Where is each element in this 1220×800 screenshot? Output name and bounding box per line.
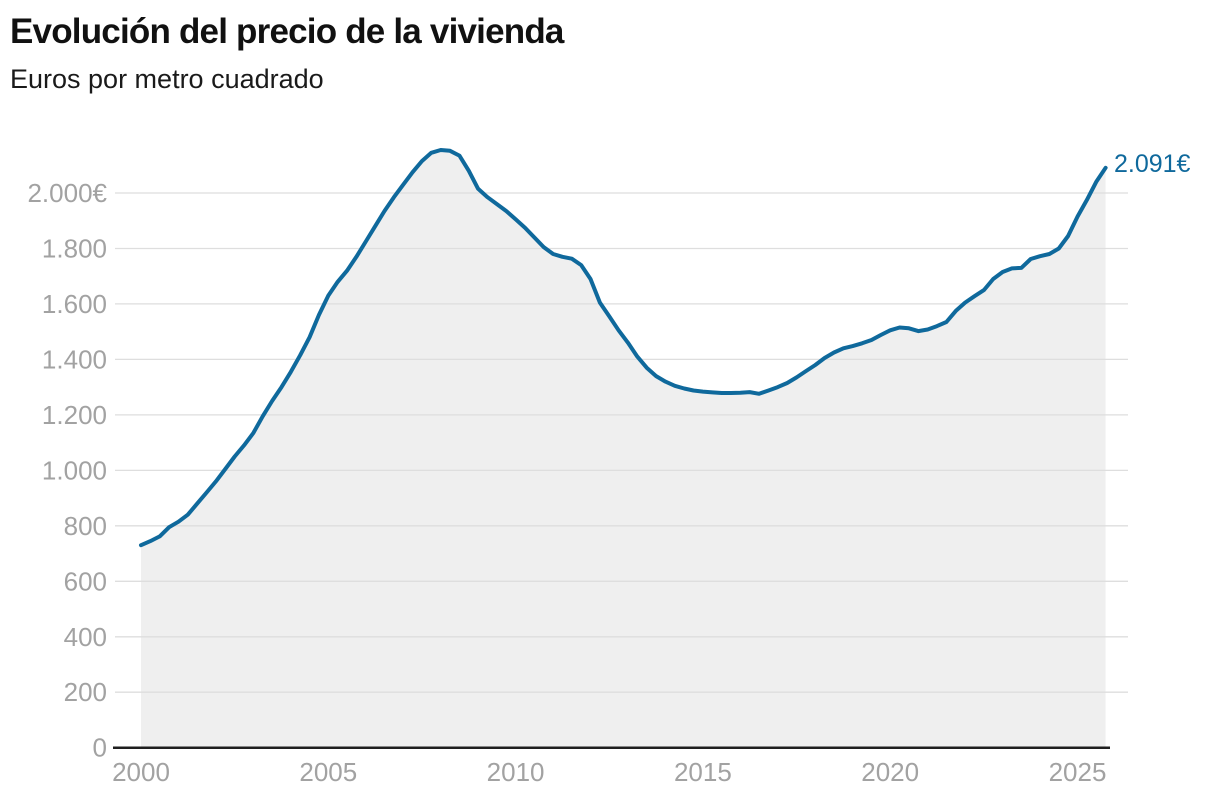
chart-title: Evolución del precio de la vivienda bbox=[10, 12, 564, 51]
y-tick-label: 1.600 bbox=[42, 289, 107, 319]
y-tick-label: 1.800 bbox=[42, 234, 107, 264]
y-tick-label: 400 bbox=[64, 622, 107, 652]
y-tick-label: 0 bbox=[93, 733, 107, 763]
chart-subtitle: Euros por metro cuadrado bbox=[10, 64, 324, 95]
y-tick-label: 1.400 bbox=[42, 344, 107, 374]
x-tick-label: 2010 bbox=[487, 757, 545, 787]
x-tick-label: 2000 bbox=[112, 757, 170, 787]
y-tick-label: 200 bbox=[64, 677, 107, 707]
y-tick-label: 2.000€ bbox=[27, 178, 107, 208]
chart-header: Evolución del precio de la vivienda Euro… bbox=[10, 12, 564, 95]
y-tick-label: 1.000 bbox=[42, 455, 107, 485]
x-tick-label: 2015 bbox=[674, 757, 732, 787]
y-tick-label: 1.200 bbox=[42, 400, 107, 430]
price-line bbox=[139, 148, 1108, 548]
latest-value-label: 2.091€ bbox=[1114, 150, 1191, 178]
y-tick-label: 600 bbox=[64, 566, 107, 596]
x-tick-label: 2020 bbox=[861, 757, 919, 787]
area-fill bbox=[141, 150, 1106, 748]
x-tick-label: 2025 bbox=[1049, 757, 1107, 787]
y-tick-label: 800 bbox=[64, 511, 107, 541]
x-tick-label: 2005 bbox=[299, 757, 357, 787]
